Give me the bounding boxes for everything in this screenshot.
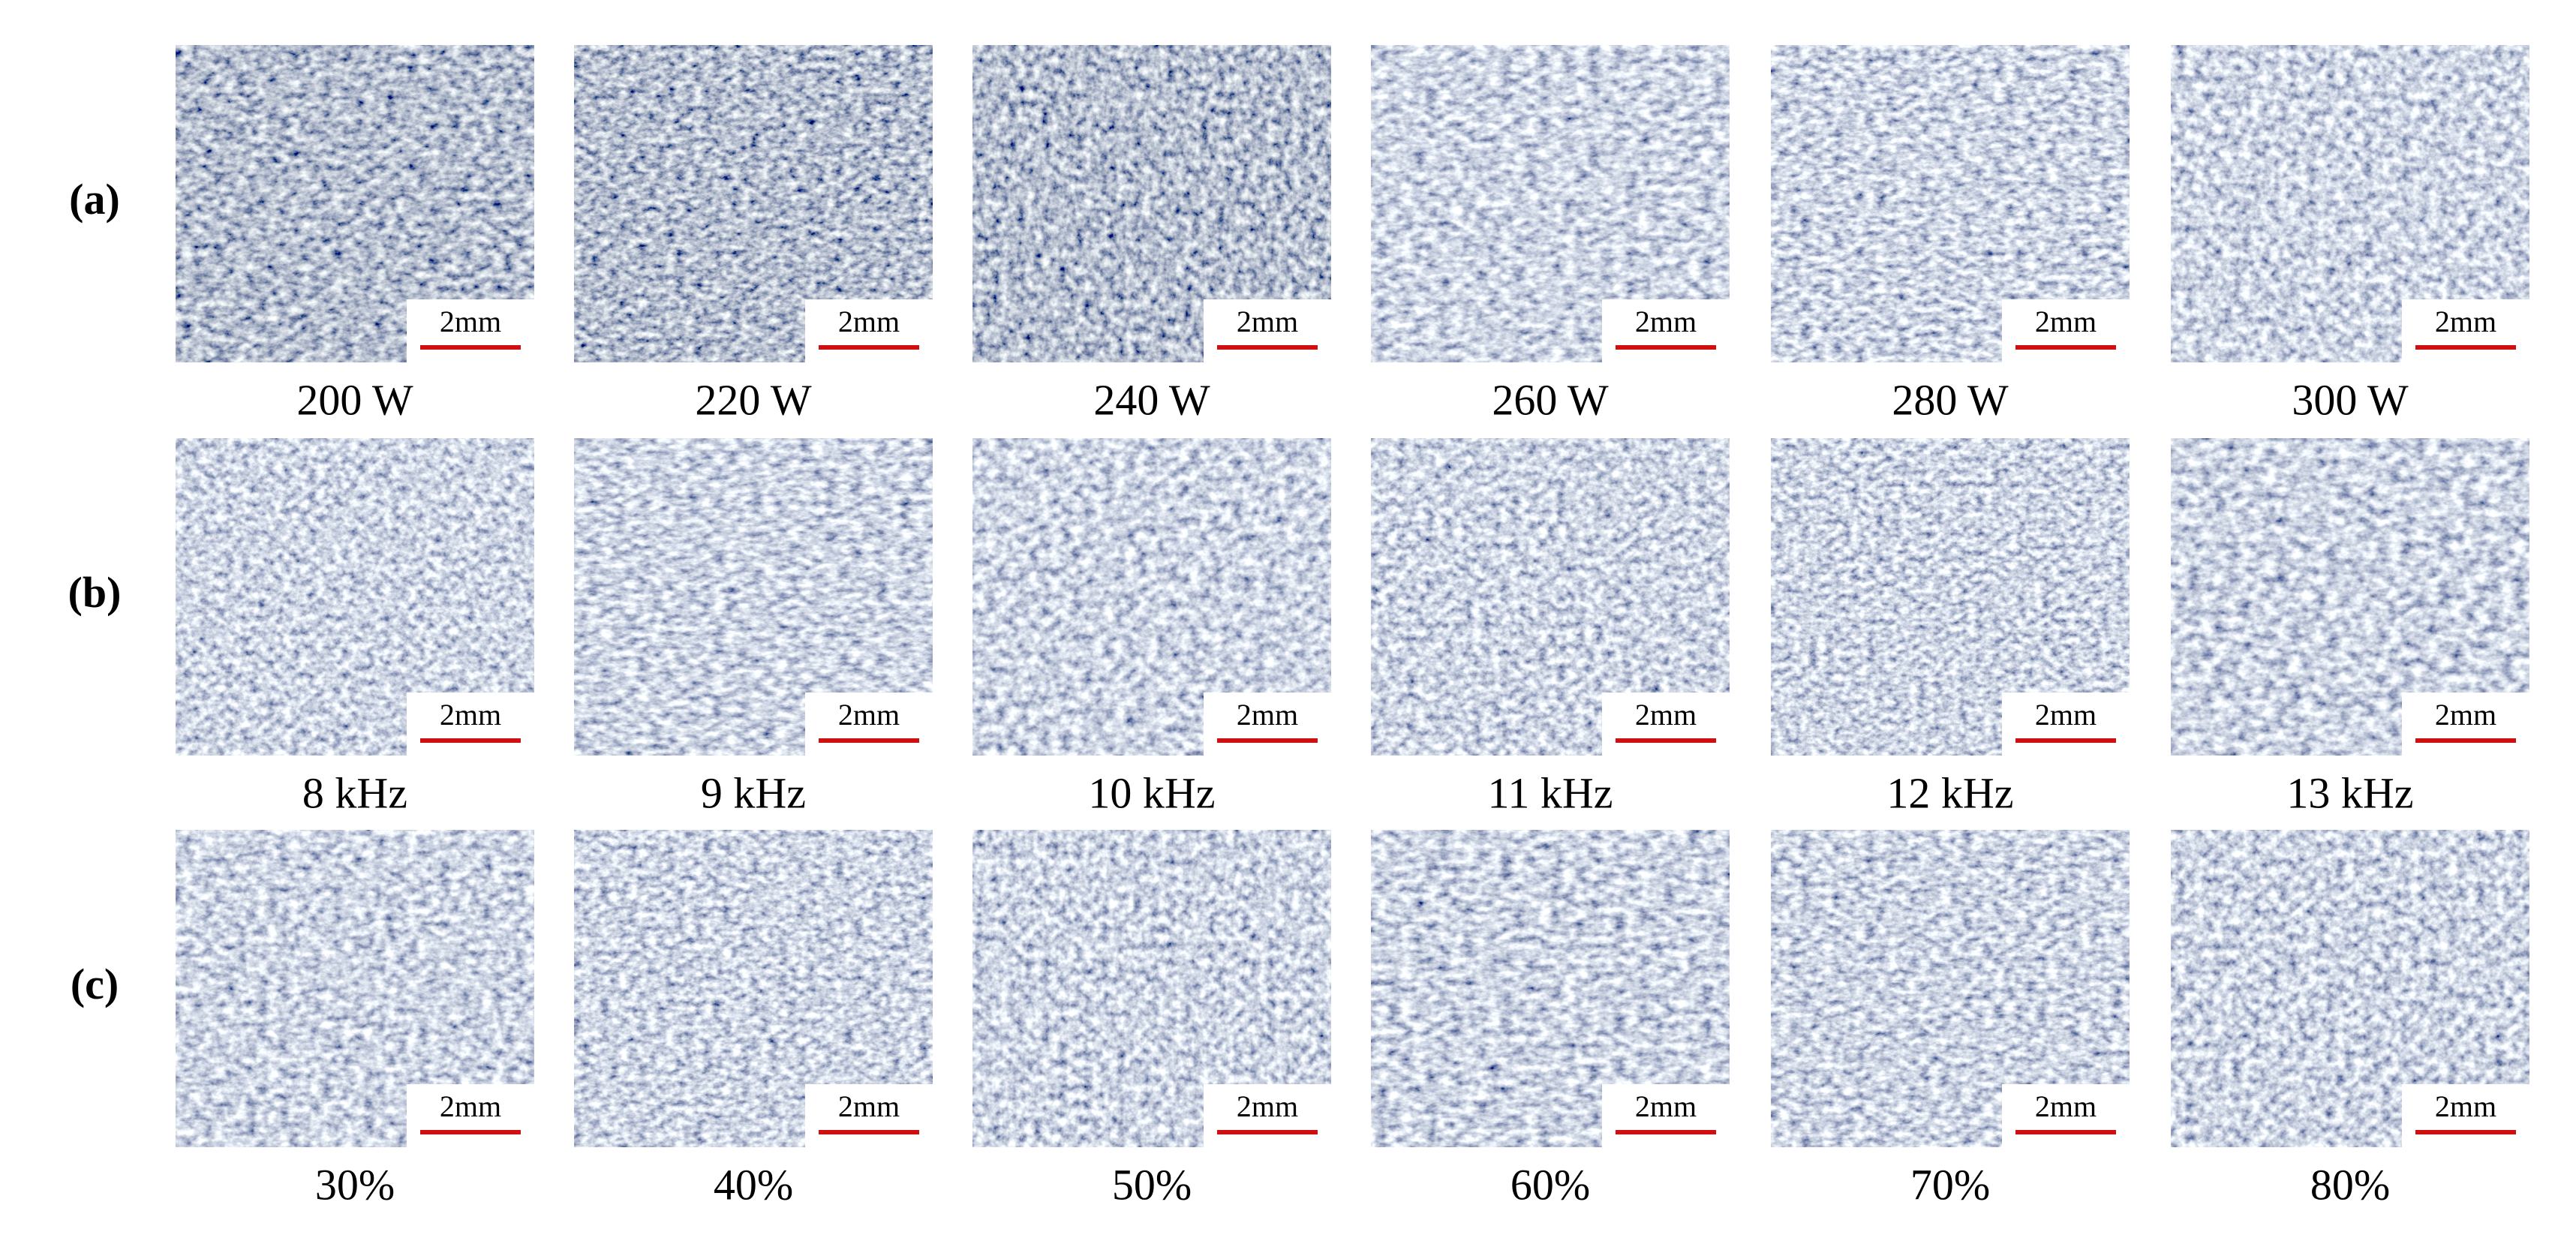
scale-bar-box [2402,299,2529,362]
panel-caption: 11 kHz [1488,768,1613,817]
scale-bar-box [805,1084,933,1147]
scale-bar-box [2002,693,2130,756]
scale-bar-label: 2mm [440,698,501,732]
scale-bar-box [2002,299,2130,362]
scale-bar-box [1204,693,1331,756]
panel-caption: 220 W [695,375,811,424]
panel-caption: 8 kHz [302,768,407,817]
scale-bar-box [1602,1084,1730,1147]
panel-caption: 9 kHz [701,768,806,817]
scale-bar-label: 2mm [838,305,900,338]
panel-caption: 240 W [1093,375,1210,424]
panel-caption: 280 W [1892,375,2008,424]
scale-bar-box [2002,1084,2130,1147]
scale-bar-label: 2mm [1635,305,1697,338]
scale-bar-label: 2mm [2035,698,2097,732]
row-label: (b) [68,568,122,617]
panel-caption: 80% [2310,1160,2390,1209]
scale-bar-label: 2mm [440,1089,501,1123]
panel-caption: 30% [315,1160,395,1209]
scale-bar-label: 2mm [2435,1089,2496,1123]
panel-caption: 260 W [1492,375,1608,424]
scale-bar-box [1204,299,1331,362]
scale-bar-label: 2mm [1237,698,1298,732]
scale-bar-label: 2mm [1635,698,1697,732]
scale-bar-box [1602,299,1730,362]
scale-bar-box [805,693,933,756]
scale-bar-label: 2mm [2435,305,2496,338]
panel-caption: 50% [1112,1160,1192,1209]
panel-caption: 13 kHz [2286,768,2413,817]
scale-bar-box [2402,693,2529,756]
panel-caption: 10 kHz [1088,768,1215,817]
scale-bar-label: 2mm [2035,305,2097,338]
panel-caption: 60% [1510,1160,1590,1209]
panel-caption: 70% [1910,1160,1990,1209]
scale-bar-label: 2mm [1237,1089,1298,1123]
panel-caption: 12 kHz [1886,768,2013,817]
scale-bar-box [805,299,933,362]
row-label: (a) [69,175,120,224]
scale-bar-label: 2mm [1635,1089,1697,1123]
scale-bar-label: 2mm [440,305,501,338]
row-label: (c) [71,960,119,1008]
scale-bar-box [2402,1084,2529,1147]
panel-caption: 300 W [2292,375,2408,424]
scale-bar-label: 2mm [838,698,900,732]
scale-bar-label: 2mm [1237,305,1298,338]
scale-bar-label: 2mm [2435,698,2496,732]
panel-caption: 200 W [296,375,413,424]
scale-bar-box [1204,1084,1331,1147]
scale-bar-label: 2mm [838,1089,900,1123]
scale-bar-label: 2mm [2035,1089,2097,1123]
scale-bar-box [407,693,534,756]
panel-caption: 40% [714,1160,793,1209]
scale-bar-box [407,299,534,362]
scale-bar-box [1602,693,1730,756]
scale-bar-box [407,1084,534,1147]
